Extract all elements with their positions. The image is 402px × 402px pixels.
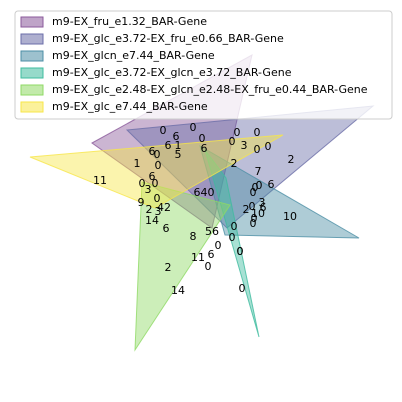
region-label: 0 — [237, 245, 244, 258]
legend-label: m9-EX_glc_e7.44_BAR-Gene — [52, 100, 208, 113]
region-label: 0 — [139, 177, 146, 190]
region-label: 0 — [154, 148, 161, 161]
region-label: 1 — [134, 157, 141, 170]
region-label: 6 — [163, 222, 170, 235]
region-label: 42 — [157, 201, 171, 214]
region-label: 3 — [259, 196, 266, 209]
region-label: 1 — [175, 139, 182, 152]
region-label: 0 — [234, 126, 241, 139]
venn-shapes — [29, 54, 375, 352]
region-label: 2 — [165, 261, 172, 274]
region-label: 11 — [191, 251, 205, 264]
region-label: 0 — [256, 179, 263, 192]
legend-swatch — [20, 50, 44, 62]
region-label: 6 — [149, 145, 156, 158]
region-label: 3 — [145, 183, 152, 196]
region-label: 0 — [155, 159, 162, 172]
region-label: 0 — [254, 143, 261, 156]
region-label: 6 — [165, 139, 172, 152]
region-label: 0 — [190, 121, 197, 134]
legend-swatch — [20, 33, 44, 45]
legend-swatch — [20, 67, 44, 79]
venn-set-4-shape — [204, 149, 260, 338]
region-label: 0 — [239, 282, 246, 295]
region-label: 0 — [250, 217, 257, 230]
region-label: 6 — [268, 178, 275, 191]
legend-swatch — [20, 16, 44, 28]
region-label: 2 — [243, 203, 250, 216]
region-label: 6 — [201, 142, 208, 155]
region-label: 6 — [208, 248, 215, 261]
region-label: 0 — [152, 177, 159, 190]
legend-label: m9-EX_glcn_e7.44_BAR-Gene — [52, 49, 215, 62]
region-label: 0 — [229, 135, 236, 148]
region-label: 0 — [160, 124, 167, 137]
legend-items: m9-EX_fru_e1.32_BAR-Gene m9-EX_glc_e3.72-… — [20, 15, 368, 113]
region-label: 10 — [283, 210, 297, 223]
legend-frame — [14, 10, 393, 120]
venn-set-5-shape — [134, 181, 231, 352]
region-label: 0 — [252, 181, 259, 194]
region-label: 0 — [251, 212, 258, 225]
region-label: 3 — [241, 139, 248, 152]
region-label: 0 — [229, 231, 236, 244]
region-label: 6 — [260, 201, 267, 214]
region-label: 14 — [145, 214, 159, 227]
region-label: 0 — [205, 260, 212, 273]
region-label: 0 — [154, 192, 161, 205]
region-label: 0 — [249, 200, 256, 213]
region-label: 5 — [175, 148, 182, 161]
region-label: 8 — [190, 230, 197, 243]
region-label: 0 — [265, 140, 272, 153]
region-label: 0 — [215, 239, 222, 252]
region-label: 6 — [149, 170, 156, 183]
region-label: 10 — [251, 207, 265, 220]
region-label: 56 — [205, 225, 219, 238]
legend-label: m9-EX_fru_e1.32_BAR-Gene — [52, 15, 207, 28]
region-label: 0 — [237, 245, 244, 258]
legend-label: m9-EX_glc_e2.48-EX_glcn_e2.48-EX_fru_e0.… — [52, 83, 368, 96]
region-label: 11 — [93, 174, 107, 187]
region-label: 0 — [199, 132, 206, 145]
region-label: 2 — [146, 203, 153, 216]
legend-swatch — [20, 101, 44, 113]
region-label: 640 — [194, 186, 215, 199]
venn-set-6-shape — [29, 134, 284, 209]
region-label: 3 — [155, 205, 162, 218]
venn-set-3-shape — [199, 144, 360, 239]
region-label: 0 — [254, 126, 261, 139]
region-label: 7 — [255, 165, 262, 178]
legend-label: m9-EX_glc_e3.72-EX_glcn_e3.72_BAR-Gene — [52, 66, 292, 79]
legend-swatch — [20, 84, 44, 96]
region-label: 2 — [231, 157, 238, 170]
region-label: 0 — [250, 186, 257, 199]
region-label: 2 — [288, 153, 295, 166]
legend-label: m9-EX_glc_e3.72-EX_fru_e0.66_BAR-Gene — [52, 32, 284, 45]
region-label: 0 — [231, 220, 238, 233]
region-label: 6 — [173, 130, 180, 143]
legend: m9-EX_fru_e1.32_BAR-Gene m9-EX_glc_e3.72-… — [14, 10, 393, 120]
region-label: 9 — [138, 196, 145, 209]
region-label: 14 — [171, 284, 185, 297]
